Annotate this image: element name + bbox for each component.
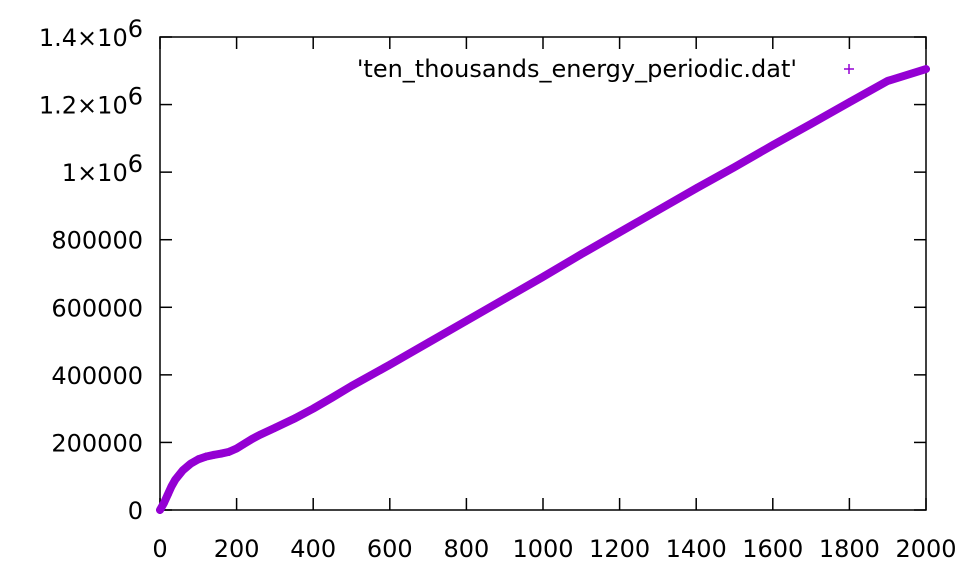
- data-point: [201, 452, 210, 461]
- y-tick-label-base: 0: [128, 497, 143, 525]
- data-point: [500, 294, 509, 303]
- x-tick-label: 2000: [895, 535, 956, 563]
- data-point: [577, 250, 586, 259]
- x-tick-label: 1000: [512, 535, 573, 563]
- y-tick-labels: 02000004000006000008000001×1061.2×1061.4…: [39, 15, 143, 525]
- data-point: [167, 482, 176, 491]
- data-point: [347, 382, 356, 391]
- data-point: [186, 459, 195, 468]
- data-point: [462, 316, 471, 325]
- y-tick-label: 1.2×106: [39, 83, 143, 120]
- data-point: [255, 430, 264, 439]
- data-point: [163, 490, 172, 499]
- series-layer: [156, 65, 930, 514]
- y-tick-label-exponent: 6: [128, 83, 143, 111]
- legend-label: 'ten_thousands_energy_periodic.dat': [357, 55, 797, 83]
- y-tick-label: 0: [128, 497, 143, 525]
- y-tick-label-base: 1×10: [62, 159, 128, 187]
- y-tick-label: 200000: [51, 429, 143, 457]
- y-tick-label-base: 800000: [51, 227, 143, 255]
- y-tick-label: 1.4×106: [39, 15, 143, 52]
- series-trace: [156, 65, 930, 514]
- data-point: [156, 506, 164, 514]
- y-tick-label-base: 600000: [51, 294, 143, 322]
- data-point: [159, 499, 168, 508]
- x-tick-label: 1200: [589, 535, 650, 563]
- data-point: [224, 447, 233, 456]
- tick-marks: [159, 36, 927, 511]
- legend-marker: [844, 64, 854, 74]
- data-point: [883, 76, 892, 85]
- data-point: [194, 455, 203, 464]
- data-point: [539, 272, 547, 281]
- y-tick-label-base: 1.2×10: [39, 92, 128, 120]
- data-point: [653, 206, 662, 215]
- data-point: [385, 360, 394, 369]
- y-tick-label: 400000: [51, 362, 143, 390]
- y-tick-label-exponent: 6: [128, 150, 143, 178]
- data-point: [217, 449, 226, 458]
- data-point: [247, 435, 256, 444]
- data-point: [178, 466, 187, 475]
- data-point: [424, 338, 433, 347]
- y-tick-label: 600000: [51, 294, 143, 322]
- data-point: [171, 475, 180, 484]
- x-tick-label: 600: [367, 535, 413, 563]
- data-point: [240, 439, 249, 448]
- data-point: [309, 404, 318, 413]
- x-tick-label: 1600: [742, 535, 803, 563]
- y-tick-label-base: 400000: [51, 362, 143, 390]
- data-point: [328, 393, 337, 402]
- x-tick-label: 800: [443, 535, 489, 563]
- x-tick-labels: 0 200 400 600 800 1000 1200 1400 1600 1800 2000: [152, 535, 956, 563]
- x-tick-label: 400: [290, 535, 336, 563]
- data-point: [290, 414, 299, 423]
- data-point: [845, 98, 854, 107]
- data-point: [768, 141, 777, 150]
- y-tick-label-exponent: 6: [128, 15, 143, 43]
- data-point: [807, 119, 816, 128]
- y-tick-label-base: 200000: [51, 429, 143, 457]
- legend: 'ten_thousands_energy_periodic.dat': [357, 55, 854, 83]
- x-tick-label: 1800: [819, 535, 880, 563]
- x-tick-label: 0: [152, 535, 167, 563]
- data-point: [209, 450, 218, 459]
- y-tick-label: 1×106: [62, 150, 143, 187]
- data-point: [615, 228, 624, 237]
- data-point: [232, 444, 241, 453]
- data-point: [730, 163, 739, 172]
- x-tick-label: 200: [214, 535, 260, 563]
- y-tick-label: 800000: [51, 227, 143, 255]
- x-tick-label: 1400: [666, 535, 727, 563]
- y-tick-label-base: 1.4×10: [39, 24, 128, 52]
- data-point: [692, 184, 701, 193]
- data-point: [922, 65, 930, 74]
- data-point: [270, 423, 279, 432]
